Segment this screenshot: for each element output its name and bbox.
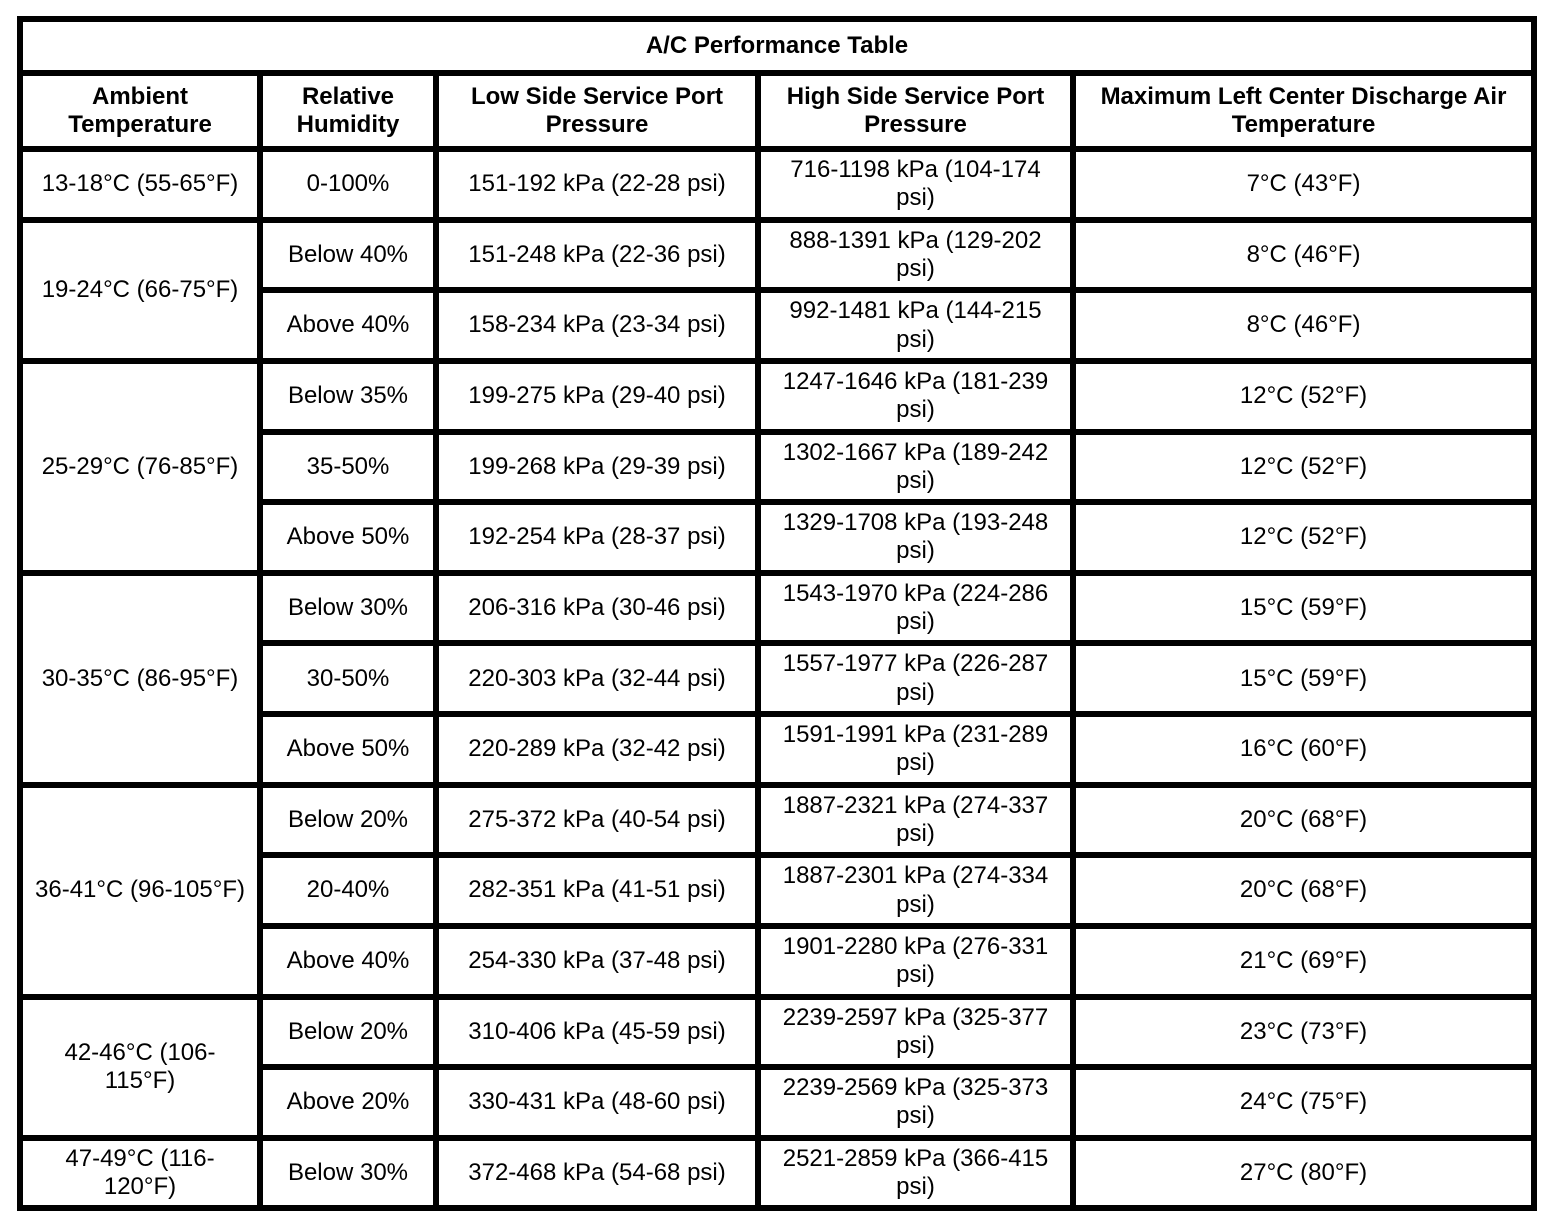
low-side-pressure-cell: 282-351 kPa (41-51 psi): [433, 852, 761, 929]
discharge-temp-cell: 8°C (46°F): [1069, 287, 1538, 364]
discharge-temp-cell: 7°C (43°F): [1069, 146, 1538, 223]
discharge-temp-cell: 21°C (69°F): [1069, 922, 1538, 1000]
discharge-temp-cell: 24°C (75°F): [1069, 1064, 1538, 1141]
low-side-pressure-cell: 192-254 kPa (28-37 psi): [433, 499, 761, 576]
table-row: Above 40% 254-330 kPa (37-48 psi) 1901-2…: [20, 922, 1538, 1000]
table-row: 47-49°C (116-120°F) Below 30% 372-468 kP…: [17, 1134, 1538, 1211]
discharge-temp-cell: 12°C (52°F): [1069, 357, 1538, 435]
relative-humidity-cell: Above 50%: [257, 499, 439, 576]
low-side-pressure-cell: 330-431 kPa (48-60 psi): [433, 1064, 761, 1141]
table-row: Above 20% 330-431 kPa (48-60 psi) 2239-2…: [20, 1064, 1538, 1141]
column-header-ambient-temperature: Ambient Temperature: [17, 70, 263, 152]
table-row: Above 50% 192-254 kPa (28-37 psi) 1329-1…: [20, 499, 1538, 576]
relative-humidity-cell: Below 20%: [257, 781, 439, 859]
ambient-temperature-cell: 25-29°C (76-85°F): [17, 357, 263, 576]
ambient-temperature-cell: 19-24°C (66-75°F): [17, 216, 263, 364]
low-side-pressure-cell: 254-330 kPa (37-48 psi): [433, 922, 761, 1000]
table-row: Above 50% 220-289 kPa (32-42 psi) 1591-1…: [20, 711, 1538, 788]
table-row: 25-29°C (76-85°F) Below 35% 199-275 kPa …: [17, 357, 1538, 576]
relative-humidity-cell: Above 40%: [257, 922, 439, 1000]
table-header-row: Ambient Temperature Relative Humidity Lo…: [17, 70, 1538, 152]
table-row: 42-46°C (106-115°F) Below 20% 310-406 kP…: [17, 993, 1538, 1141]
relative-humidity-cell: 20-40%: [257, 852, 439, 929]
relative-humidity-cell: Above 20%: [257, 1064, 439, 1141]
discharge-temp-cell: 23°C (73°F): [1069, 993, 1538, 1071]
discharge-temp-cell: 16°C (60°F): [1069, 711, 1538, 788]
relative-humidity-cell: Below 30%: [257, 569, 439, 647]
low-side-pressure-cell: 220-289 kPa (32-42 psi): [433, 711, 761, 788]
table-row: 13-18°C (55-65°F) 0-100% 151-192 kPa (22…: [17, 146, 1538, 223]
ac-performance-table-container: A/C Performance Table Ambient Temperatur…: [16, 16, 1538, 1211]
ambient-temperature-cell: 13-18°C (55-65°F): [17, 146, 263, 223]
column-header-high-side-pressure: High Side Service Port Pressure: [755, 70, 1076, 152]
ac-performance-table: A/C Performance Table Ambient Temperatur…: [16, 16, 1538, 1211]
high-side-pressure-cell: 1329-1708 kPa (193-248 psi): [755, 499, 1076, 576]
ambient-temperature-cell: 30-35°C (86-95°F): [17, 569, 263, 788]
low-side-pressure-cell: 206-316 kPa (30-46 psi): [433, 569, 761, 647]
relative-humidity-cell: Below 35%: [257, 357, 439, 435]
high-side-pressure-cell: 1302-1667 kPa (189-242 psi): [755, 428, 1076, 506]
table-row: 35-50% 199-268 kPa (29-39 psi) 1302-1667…: [20, 428, 1538, 506]
high-side-pressure-cell: 1543-1970 kPa (224-286 psi): [755, 569, 1076, 647]
relative-humidity-cell: 35-50%: [257, 428, 439, 506]
discharge-temp-cell: 12°C (52°F): [1069, 499, 1538, 576]
high-side-pressure-cell: 716-1198 kPa (104-174 psi): [755, 146, 1076, 223]
table-row: 36-41°C (96-105°F) Below 20% 275-372 kPa…: [17, 781, 1538, 1000]
low-side-pressure-cell: 151-248 kPa (22-36 psi): [433, 216, 761, 294]
discharge-temp-cell: 27°C (80°F): [1069, 1134, 1538, 1211]
relative-humidity-cell: Above 50%: [257, 711, 439, 788]
column-header-low-side-pressure: Low Side Service Port Pressure: [433, 70, 761, 152]
column-header-relative-humidity: Relative Humidity: [257, 70, 439, 152]
low-side-pressure-cell: 220-303 kPa (32-44 psi): [433, 640, 761, 717]
low-side-pressure-cell: 199-275 kPa (29-40 psi): [433, 357, 761, 435]
high-side-pressure-cell: 1887-2301 kPa (274-334 psi): [755, 852, 1076, 929]
discharge-temp-cell: 12°C (52°F): [1069, 428, 1538, 506]
relative-humidity-cell: 30-50%: [257, 640, 439, 717]
high-side-pressure-cell: 1887-2321 kPa (274-337 psi): [755, 781, 1076, 859]
ambient-temperature-cell: 47-49°C (116-120°F): [17, 1134, 263, 1211]
high-side-pressure-cell: 1557-1977 kPa (226-287 psi): [755, 640, 1076, 717]
discharge-temp-cell: 20°C (68°F): [1069, 781, 1538, 859]
high-side-pressure-cell: 992-1481 kPa (144-215 psi): [755, 287, 1076, 364]
high-side-pressure-cell: 2521-2859 kPa (366-415 psi): [755, 1134, 1076, 1211]
column-header-max-discharge-temp: Maximum Left Center Discharge Air Temper…: [1069, 70, 1538, 152]
discharge-temp-cell: 8°C (46°F): [1069, 216, 1538, 294]
high-side-pressure-cell: 1901-2280 kPa (276-331 psi): [755, 922, 1076, 1000]
high-side-pressure-cell: 2239-2569 kPa (325-373 psi): [755, 1064, 1076, 1141]
relative-humidity-cell: Below 30%: [257, 1134, 439, 1211]
low-side-pressure-cell: 275-372 kPa (40-54 psi): [433, 781, 761, 859]
low-side-pressure-cell: 372-468 kPa (54-68 psi): [433, 1134, 761, 1211]
table-title: A/C Performance Table: [16, 16, 1538, 76]
discharge-temp-cell: 15°C (59°F): [1069, 569, 1538, 647]
low-side-pressure-cell: 199-268 kPa (29-39 psi): [433, 428, 761, 506]
relative-humidity-cell: Below 20%: [257, 993, 439, 1071]
relative-humidity-cell: Above 40%: [257, 287, 439, 364]
table-title-row: A/C Performance Table: [16, 16, 1538, 76]
low-side-pressure-cell: 151-192 kPa (22-28 psi): [433, 146, 761, 223]
relative-humidity-cell: 0-100%: [257, 146, 439, 223]
discharge-temp-cell: 15°C (59°F): [1069, 640, 1538, 717]
ambient-temperature-cell: 36-41°C (96-105°F): [17, 781, 263, 1000]
high-side-pressure-cell: 888-1391 kPa (129-202 psi): [755, 216, 1076, 294]
ambient-temperature-cell: 42-46°C (106-115°F): [17, 993, 263, 1141]
table-row: 30-50% 220-303 kPa (32-44 psi) 1557-1977…: [20, 640, 1538, 717]
high-side-pressure-cell: 1591-1991 kPa (231-289 psi): [755, 711, 1076, 788]
table-row: 19-24°C (66-75°F) Below 40% 151-248 kPa …: [17, 216, 1538, 364]
high-side-pressure-cell: 1247-1646 kPa (181-239 psi): [755, 357, 1076, 435]
low-side-pressure-cell: 310-406 kPa (45-59 psi): [433, 993, 761, 1071]
table-row: 30-35°C (86-95°F) Below 30% 206-316 kPa …: [17, 569, 1538, 788]
high-side-pressure-cell: 2239-2597 kPa (325-377 psi): [755, 993, 1076, 1071]
discharge-temp-cell: 20°C (68°F): [1069, 852, 1538, 929]
table-row: Above 40% 158-234 kPa (23-34 psi) 992-14…: [20, 287, 1538, 364]
table-row: 20-40% 282-351 kPa (41-51 psi) 1887-2301…: [20, 852, 1538, 929]
relative-humidity-cell: Below 40%: [257, 216, 439, 294]
low-side-pressure-cell: 158-234 kPa (23-34 psi): [433, 287, 761, 364]
